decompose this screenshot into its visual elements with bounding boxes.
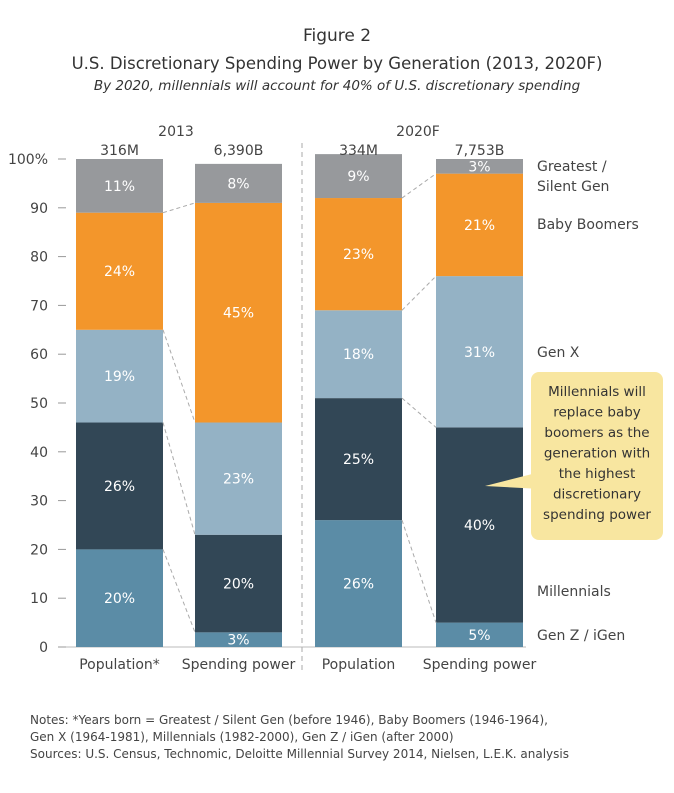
notes-line-1: Notes: *Years born = Greatest / Silent G…: [30, 713, 548, 727]
y-tick-label: 60: [30, 347, 48, 363]
group-label: 2020F: [396, 124, 440, 140]
legend-label: Millennials: [537, 584, 611, 600]
legend-label: Greatest /: [537, 159, 607, 175]
bar-total-label: 7,753B: [455, 143, 505, 159]
stacked-bar-chart: 0 10 20 30 40 50 60 70 80 90 100% 2013 2020F 20% 26% 19…: [8, 124, 663, 673]
connector-line: [401, 275, 437, 311]
category-label: Spending power: [423, 657, 537, 673]
bar-segment-gen-z-igen: [436, 622, 523, 647]
y-tick-label: 10: [30, 591, 48, 607]
legend-label: Silent Gen: [537, 179, 609, 195]
callout-text: generation with: [544, 446, 650, 462]
y-tick-label: 20: [30, 542, 48, 558]
bar-total-label: 334M: [339, 143, 378, 159]
category-label: Population: [322, 657, 396, 673]
bar-segment-gen-x: [76, 329, 163, 423]
bar-segment-greatest-silent-gen: [315, 154, 402, 199]
bar-segment-greatest-silent-gen: [195, 163, 282, 203]
data-label: 40%: [464, 518, 495, 534]
y-tick-label: 90: [30, 201, 48, 217]
bar-segment-baby-boomers: [315, 198, 402, 311]
notes-line-2: Gen X (1964-1981), Millennials (1982-200…: [30, 730, 454, 744]
data-label: 18%: [343, 347, 374, 363]
bar-total-label: 316M: [100, 143, 139, 159]
bar-segment-greatest-silent-gen: [436, 159, 523, 174]
category-label: Spending power: [182, 657, 296, 673]
bar-segment-millennials: [195, 534, 282, 633]
callout-text: spending power: [543, 507, 651, 523]
bar-segment-gen-x: [436, 276, 523, 428]
bar-segment-gen-z-igen: [315, 520, 402, 647]
figure-label: Figure 2: [302, 26, 372, 46]
bar-segment-millennials: [436, 427, 523, 623]
callout-text: replace baby: [553, 405, 641, 421]
connector-line: [162, 202, 196, 214]
data-label: 26%: [104, 479, 135, 495]
data-label: 19%: [104, 369, 135, 385]
notes-line-3: Sources: U.S. Census, Technomic, Deloitt…: [30, 747, 569, 761]
y-tick-label: 50: [30, 396, 48, 412]
y-tick-label: 80: [30, 250, 48, 266]
data-label: 23%: [343, 247, 374, 263]
legend-label: Baby Boomers: [537, 217, 639, 233]
data-label: 3%: [227, 633, 249, 649]
y-tick-label: 30: [30, 494, 48, 510]
data-label: 3%: [468, 159, 490, 175]
group-label: 2013: [158, 124, 194, 140]
connector-line: [162, 329, 196, 423]
y-tick-label: 100%: [8, 152, 48, 168]
bar-segment-baby-boomers: [76, 212, 163, 330]
connector-line: [401, 397, 437, 428]
legend-label: Gen X: [537, 345, 580, 361]
bar-segment-greatest-silent-gen: [76, 159, 163, 213]
bar-segment-millennials: [76, 422, 163, 550]
data-label: 31%: [464, 345, 495, 361]
y-tick-label: 40: [30, 445, 48, 461]
category-label: Population*: [79, 657, 160, 673]
data-label: 26%: [343, 577, 374, 593]
connector-line: [162, 549, 196, 633]
bar-segment-gen-z-igen: [195, 632, 282, 647]
data-label: 5%: [468, 628, 490, 644]
connector-line: [401, 519, 437, 623]
data-label: 21%: [464, 218, 495, 234]
bar-segment-baby-boomers: [195, 202, 282, 423]
bar-segment-gen-z-igen: [76, 549, 163, 647]
data-label: 20%: [223, 577, 254, 593]
bar-segment-baby-boomers: [436, 173, 523, 277]
y-tick-label: 0: [39, 640, 48, 656]
notes: Notes: *Years born = Greatest / Silent G…: [30, 712, 569, 763]
connector-line: [401, 173, 437, 199]
callout-text: the highest: [559, 466, 636, 482]
chart-subtitle: By 2020, millennials will account for 40…: [93, 78, 581, 94]
bar-total-label: 6,390B: [214, 143, 264, 159]
data-label: 25%: [343, 452, 374, 468]
callout-text: discretionary: [553, 487, 641, 503]
data-label: 23%: [223, 472, 254, 488]
callout-bubble: [531, 372, 663, 540]
data-label: 45%: [223, 306, 254, 322]
legend-label: Gen Z / iGen: [537, 628, 625, 644]
chart-title: U.S. Discretionary Spending Power by Gen…: [71, 54, 603, 73]
data-label: 8%: [227, 176, 249, 192]
y-tick-label: 70: [30, 298, 48, 314]
callout-text: boomers as the: [544, 425, 649, 441]
data-label: 9%: [347, 169, 369, 185]
callout-text: Millennials will: [548, 384, 646, 400]
data-label: 24%: [104, 264, 135, 280]
bar-segment-millennials: [315, 398, 402, 521]
bar-segment-gen-x: [195, 422, 282, 535]
data-label: 11%: [104, 179, 135, 195]
bar-segment-gen-x: [315, 310, 402, 399]
callout-pointer: [485, 470, 560, 490]
connector-line: [162, 422, 196, 535]
data-label: 20%: [104, 591, 135, 607]
